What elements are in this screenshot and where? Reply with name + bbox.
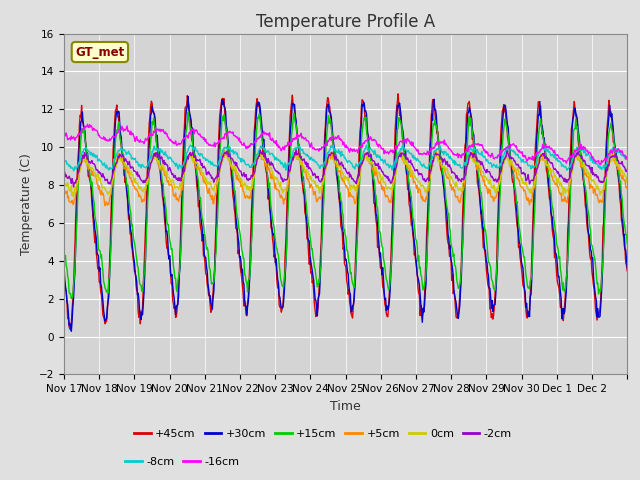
0cm [70, 194, 77, 200]
-8cm [259, 144, 266, 150]
+5cm [60, 186, 68, 192]
-2cm [405, 159, 413, 165]
Line: +5cm: +5cm [64, 150, 627, 206]
-8cm [60, 156, 68, 162]
Title: Temperature Profile A: Temperature Profile A [256, 12, 435, 31]
0cm [231, 167, 239, 173]
-2cm [230, 161, 238, 167]
+5cm [405, 167, 413, 172]
-16cm [597, 162, 605, 168]
0cm [437, 157, 445, 163]
-2cm [60, 168, 68, 174]
-2cm [259, 150, 266, 156]
Line: -16cm: -16cm [64, 124, 627, 165]
-2cm [280, 179, 287, 184]
+15cm [231, 188, 239, 194]
+30cm [259, 143, 267, 149]
X-axis label: Time: Time [330, 400, 361, 413]
+30cm [437, 157, 445, 163]
-2cm [437, 155, 445, 160]
-2cm [70, 184, 77, 190]
+30cm [231, 201, 239, 207]
-16cm [623, 156, 631, 162]
+45cm [437, 167, 445, 172]
Line: 0cm: 0cm [64, 152, 627, 197]
+30cm [623, 265, 631, 271]
+5cm [127, 175, 134, 180]
-16cm [280, 145, 287, 151]
-8cm [540, 142, 547, 148]
Line: +15cm: +15cm [64, 112, 627, 299]
+15cm [437, 153, 445, 158]
-16cm [404, 138, 412, 144]
+30cm [280, 288, 288, 294]
-8cm [70, 168, 77, 174]
0cm [127, 169, 134, 175]
+45cm [66, 326, 74, 332]
0cm [221, 149, 228, 155]
+45cm [230, 206, 238, 212]
+45cm [623, 268, 631, 274]
+30cm [405, 188, 413, 194]
+45cm [405, 202, 413, 207]
-2cm [292, 146, 300, 152]
+30cm [184, 94, 192, 99]
-8cm [280, 165, 287, 170]
+5cm [231, 168, 239, 173]
0cm [60, 182, 68, 188]
-2cm [623, 167, 631, 172]
+15cm [67, 296, 75, 301]
+45cm [394, 91, 402, 97]
-8cm [623, 156, 631, 162]
+5cm [280, 196, 288, 202]
+15cm [259, 140, 267, 145]
+15cm [127, 211, 134, 216]
+15cm [280, 275, 288, 281]
+30cm [67, 328, 75, 334]
-16cm [60, 131, 68, 137]
Line: -2cm: -2cm [64, 149, 627, 187]
+30cm [60, 263, 68, 269]
0cm [623, 180, 631, 185]
+15cm [405, 181, 413, 187]
+5cm [259, 155, 267, 160]
-16cm [259, 132, 266, 137]
0cm [405, 165, 413, 170]
+15cm [623, 241, 631, 247]
-16cm [127, 128, 134, 134]
0cm [280, 187, 288, 192]
+5cm [220, 147, 228, 153]
+45cm [127, 232, 134, 238]
Line: -8cm: -8cm [64, 145, 627, 171]
-8cm [436, 143, 444, 149]
Text: GT_met: GT_met [76, 46, 125, 59]
-16cm [84, 121, 92, 127]
Line: +30cm: +30cm [64, 96, 627, 331]
0cm [259, 156, 267, 162]
+45cm [60, 271, 68, 276]
-8cm [127, 152, 134, 157]
-2cm [127, 165, 134, 171]
+5cm [101, 203, 109, 209]
Line: +45cm: +45cm [64, 94, 627, 329]
-8cm [230, 149, 238, 155]
+15cm [60, 252, 68, 258]
-16cm [230, 133, 238, 139]
-8cm [404, 147, 412, 153]
+45cm [280, 291, 287, 297]
+30cm [127, 228, 134, 234]
-16cm [436, 141, 444, 146]
+45cm [259, 133, 266, 139]
+15cm [184, 109, 192, 115]
+5cm [623, 184, 631, 190]
Legend: -8cm, -16cm: -8cm, -16cm [121, 452, 244, 471]
Y-axis label: Temperature (C): Temperature (C) [20, 153, 33, 255]
+5cm [437, 162, 445, 168]
